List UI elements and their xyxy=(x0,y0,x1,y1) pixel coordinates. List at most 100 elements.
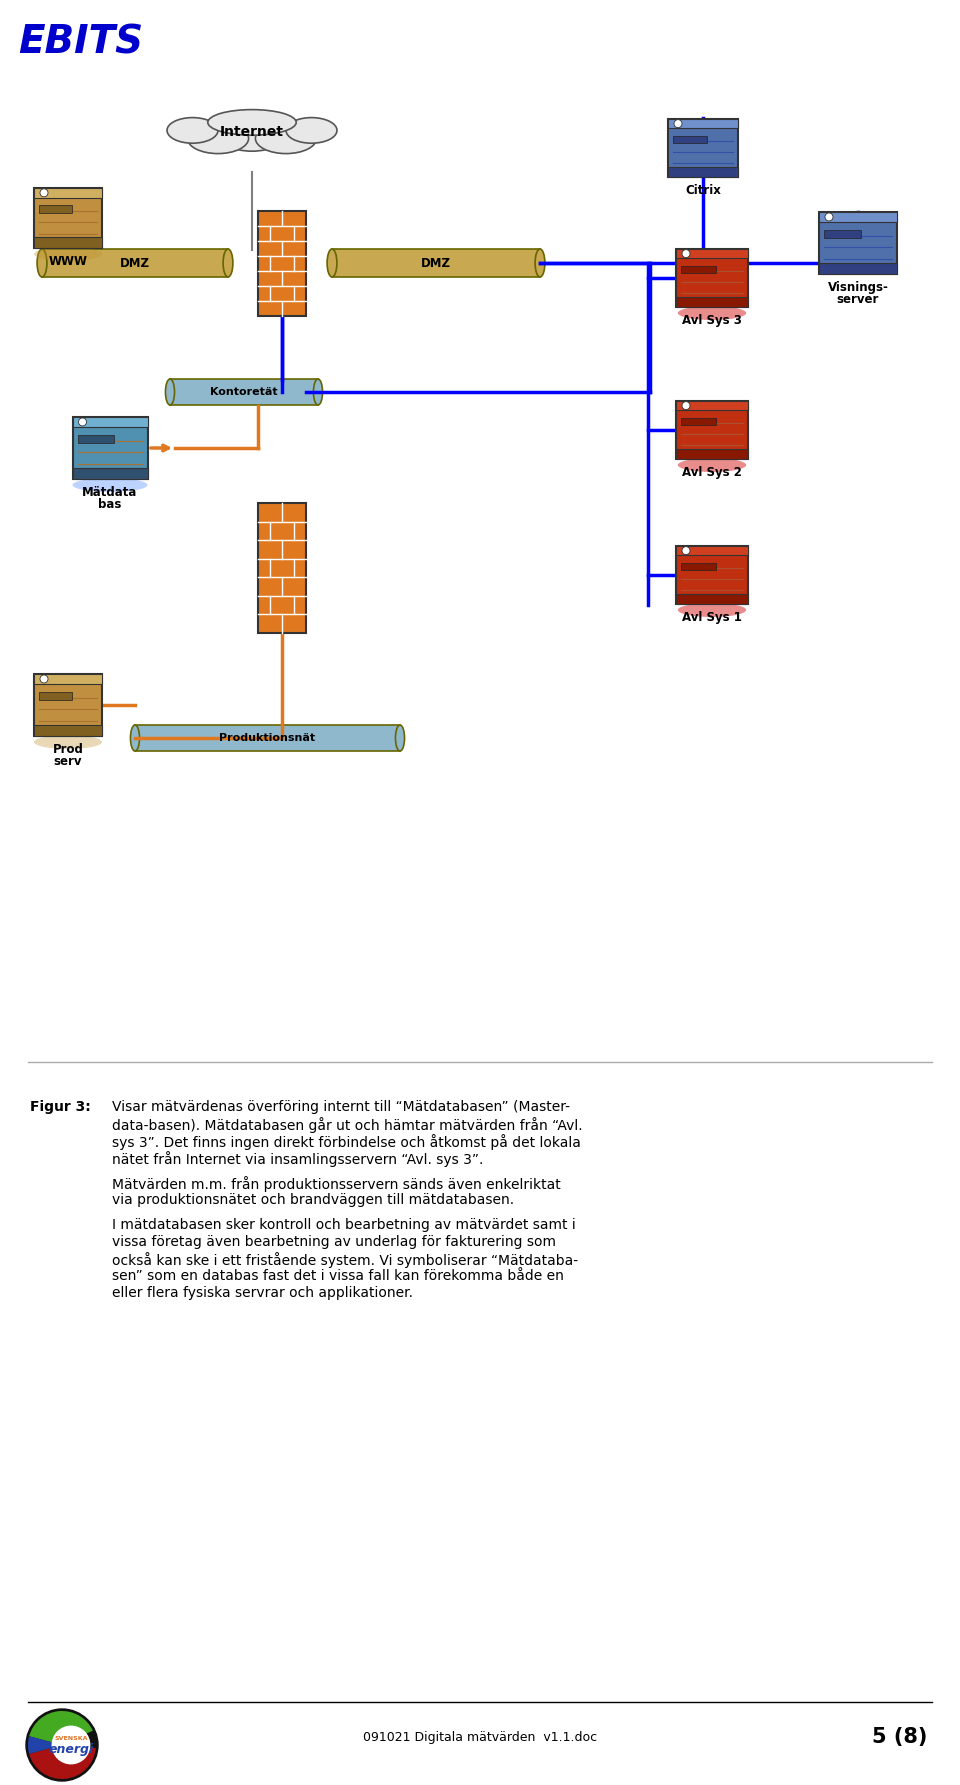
Bar xyxy=(258,503,306,634)
Bar xyxy=(34,725,102,735)
Text: Mätdata: Mätdata xyxy=(83,486,137,498)
Ellipse shape xyxy=(535,248,545,277)
Text: Mätvärden m.m. från produktionsservern sänds även enkelriktat: Mätvärden m.m. från produktionsservern s… xyxy=(112,1176,561,1192)
Ellipse shape xyxy=(678,305,746,320)
Bar xyxy=(73,418,148,478)
Text: sen” som en databas fast det i vissa fall kan förekomma både en: sen” som en databas fast det i vissa fal… xyxy=(112,1269,564,1283)
Ellipse shape xyxy=(286,118,337,143)
Circle shape xyxy=(682,402,690,409)
Text: Produktionsnät: Produktionsnät xyxy=(220,734,316,743)
Bar xyxy=(34,187,102,248)
Bar xyxy=(676,296,748,307)
Text: Internet: Internet xyxy=(220,125,284,139)
Text: server: server xyxy=(837,293,879,305)
Circle shape xyxy=(682,250,690,257)
Text: Visnings-: Visnings- xyxy=(828,280,888,293)
Ellipse shape xyxy=(37,248,47,277)
Bar xyxy=(676,546,748,603)
Text: energi: energi xyxy=(48,1742,94,1755)
Text: Citrix: Citrix xyxy=(685,184,721,196)
Ellipse shape xyxy=(131,725,139,751)
Circle shape xyxy=(52,1726,89,1764)
Ellipse shape xyxy=(73,478,148,493)
Bar xyxy=(73,468,148,478)
Bar xyxy=(668,120,738,129)
Bar xyxy=(42,248,228,277)
Text: Figur 3:: Figur 3: xyxy=(30,1100,91,1114)
Bar xyxy=(824,230,861,237)
Bar xyxy=(819,262,897,275)
Text: WWW: WWW xyxy=(49,255,87,268)
Bar xyxy=(34,237,102,248)
Bar xyxy=(676,594,748,603)
Bar xyxy=(135,725,400,751)
Text: Kontoretät: Kontoretät xyxy=(210,387,277,396)
Ellipse shape xyxy=(187,123,249,154)
Text: också kan ske i ett fristående system. Vi symboliserar “Mätdataba-: också kan ske i ett fristående system. V… xyxy=(112,1251,578,1267)
Ellipse shape xyxy=(314,378,323,405)
Ellipse shape xyxy=(396,725,404,751)
Text: sys 3”. Det finns ingen direkt förbindelse och åtkomst på det lokala: sys 3”. Det finns ingen direkt förbindel… xyxy=(112,1133,581,1150)
Bar xyxy=(170,378,318,405)
Text: 5 (8): 5 (8) xyxy=(873,1728,927,1748)
Bar xyxy=(676,402,748,459)
Ellipse shape xyxy=(255,123,317,154)
Text: EBITS: EBITS xyxy=(18,23,143,61)
Bar xyxy=(73,418,148,427)
Ellipse shape xyxy=(34,246,102,261)
Circle shape xyxy=(682,546,690,555)
Ellipse shape xyxy=(216,112,288,152)
Ellipse shape xyxy=(678,459,746,471)
Circle shape xyxy=(40,189,48,196)
Circle shape xyxy=(825,212,833,221)
Text: eller flera fysiska servrar och applikationer.: eller flera fysiska servrar och applikat… xyxy=(112,1285,413,1299)
Text: SVENSKA: SVENSKA xyxy=(55,1735,87,1740)
Wedge shape xyxy=(29,1712,93,1746)
Circle shape xyxy=(26,1708,98,1781)
Bar xyxy=(676,248,748,259)
Ellipse shape xyxy=(207,109,297,136)
Wedge shape xyxy=(29,1746,96,1780)
Text: via produktionsnätet och brandväggen till mätdatabasen.: via produktionsnätet och brandväggen til… xyxy=(112,1192,515,1207)
Ellipse shape xyxy=(327,248,337,277)
Bar xyxy=(676,546,748,555)
Text: 091021 Digitala mätvärden  v1.1.doc: 091021 Digitala mätvärden v1.1.doc xyxy=(363,1730,597,1744)
Ellipse shape xyxy=(165,378,175,405)
Circle shape xyxy=(79,418,86,427)
Text: Avl Sys 3: Avl Sys 3 xyxy=(682,314,742,327)
Text: DMZ: DMZ xyxy=(120,257,150,270)
Bar xyxy=(673,136,707,143)
Bar xyxy=(819,212,897,275)
Bar xyxy=(819,212,897,221)
Bar xyxy=(668,120,738,177)
Text: Visar mätvärdenas överföring internt till “Mätdatabasen” (Master-: Visar mätvärdenas överföring internt til… xyxy=(112,1100,570,1114)
Text: nätet från Internet via insamlingsservern “Avl. sys 3”.: nätet från Internet via insamlingsserver… xyxy=(112,1151,484,1167)
Text: I mätdatabasen sker kontroll och bearbetning av mätvärdet samt i: I mätdatabasen sker kontroll och bearbet… xyxy=(112,1217,576,1232)
Ellipse shape xyxy=(34,735,102,750)
Ellipse shape xyxy=(678,603,746,618)
Ellipse shape xyxy=(223,248,233,277)
Text: serv: serv xyxy=(54,755,83,768)
Text: vissa företag även bearbetning av underlag för fakturering som: vissa företag även bearbetning av underl… xyxy=(112,1235,556,1249)
Bar xyxy=(676,248,748,307)
Ellipse shape xyxy=(167,118,218,143)
Bar xyxy=(34,187,102,198)
Text: data-basen). Mätdatabasen går ut och hämtar mätvärden från “Avl.: data-basen). Mätdatabasen går ut och häm… xyxy=(112,1117,583,1133)
Text: Prod: Prod xyxy=(53,743,84,755)
Bar xyxy=(39,205,72,212)
Circle shape xyxy=(40,675,48,684)
Bar xyxy=(39,693,72,700)
Bar xyxy=(34,675,102,684)
Text: DMZ: DMZ xyxy=(421,257,451,270)
Text: bas: bas xyxy=(98,498,122,511)
Wedge shape xyxy=(28,1737,62,1755)
Bar xyxy=(668,166,738,177)
Bar xyxy=(78,436,113,443)
Text: Avl Sys 2: Avl Sys 2 xyxy=(682,466,742,478)
Bar xyxy=(681,562,715,571)
Circle shape xyxy=(674,120,682,129)
Bar xyxy=(681,418,715,425)
Bar xyxy=(258,211,306,316)
Bar xyxy=(681,266,715,273)
Bar xyxy=(676,448,748,459)
